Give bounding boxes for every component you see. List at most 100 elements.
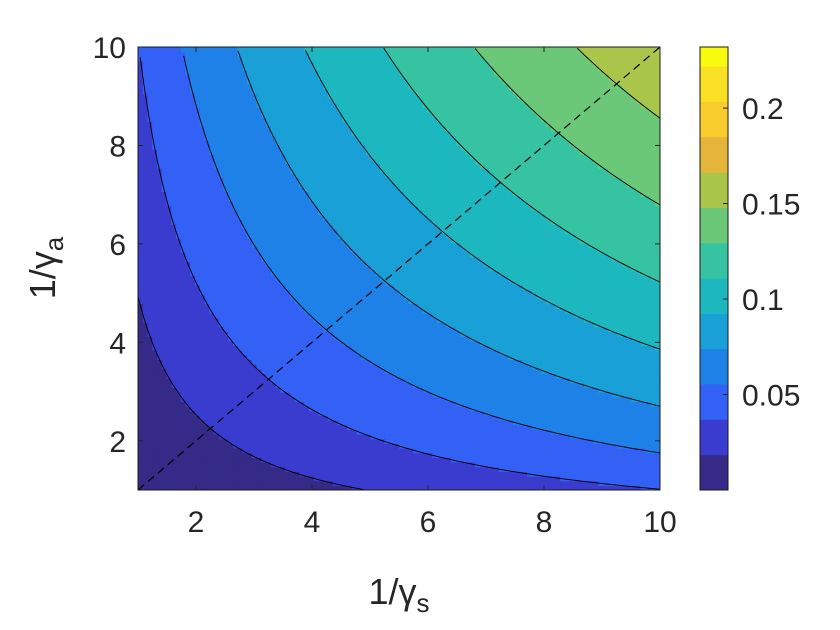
contour-cell <box>223 340 229 347</box>
contour-cell <box>294 163 300 169</box>
contour-cell <box>204 476 210 482</box>
contour-cell <box>365 270 372 277</box>
contour-cell <box>256 70 262 76</box>
contour-cell <box>156 462 163 468</box>
contour-cell <box>142 247 149 253</box>
contour-cell <box>175 378 182 384</box>
contour-cell <box>299 410 305 416</box>
contour-cell <box>313 126 319 132</box>
contour-cell <box>161 228 168 235</box>
contour-cell <box>375 144 381 151</box>
contour-cell <box>190 177 196 183</box>
contour-cell <box>337 336 343 342</box>
contour-cell <box>346 238 353 244</box>
contour-cell <box>332 424 338 430</box>
contour-cell <box>161 261 168 267</box>
contour-cell <box>218 373 225 379</box>
contour-cell <box>247 345 253 351</box>
contour-cell <box>270 140 277 146</box>
contour-cell <box>280 172 286 179</box>
contour-cell <box>294 149 300 155</box>
contour-cell <box>361 88 367 95</box>
contour-cell <box>185 396 191 402</box>
contour-cell <box>299 434 305 440</box>
contour-cell <box>175 149 182 155</box>
contour-cell <box>209 210 215 216</box>
contour-cell <box>185 476 191 482</box>
contour-cell <box>346 224 353 230</box>
contour-cell <box>308 284 315 291</box>
contour-cell <box>280 121 286 127</box>
contour-cell <box>190 56 196 62</box>
contour-cell <box>256 196 262 202</box>
contour-cell <box>318 466 324 472</box>
contour-cell <box>180 387 187 393</box>
contour-cell <box>152 364 158 370</box>
contour-cell <box>190 466 196 472</box>
contour-cell <box>346 378 353 384</box>
contour-cell <box>285 298 291 305</box>
contour-cell <box>242 233 248 239</box>
contour-cell <box>275 331 281 337</box>
contour-cell <box>147 163 153 169</box>
contour-cell <box>256 47 262 53</box>
contour-cell <box>313 331 319 337</box>
contour-cell <box>304 457 310 463</box>
contour-cell <box>313 303 319 309</box>
contour-cell <box>152 434 158 440</box>
contour-cell <box>228 107 234 113</box>
contour-cell <box>356 457 362 463</box>
contour-cell <box>266 424 272 430</box>
contour-cell <box>204 289 210 295</box>
contour-cell <box>256 112 262 118</box>
contour-cell <box>138 410 144 416</box>
contour-cell <box>161 168 168 174</box>
contour-cell <box>237 396 243 402</box>
contour-cell <box>194 224 201 230</box>
contour-cell <box>285 345 291 351</box>
contour-cell <box>289 84 296 90</box>
contour-cell <box>356 382 362 389</box>
contour-cell <box>346 79 353 85</box>
contour-cell <box>318 368 324 375</box>
contour-cell <box>289 308 296 314</box>
contour-cell <box>223 224 229 230</box>
contour-cell <box>304 396 310 402</box>
contour-cell <box>332 336 338 342</box>
contour-cell <box>365 480 372 486</box>
contour-cell <box>152 112 158 118</box>
contour-cell <box>147 219 153 225</box>
contour-cell <box>327 312 334 319</box>
contour-cell <box>138 415 144 421</box>
contour-cell <box>370 88 376 95</box>
contour-cell <box>166 200 172 207</box>
contour-cell <box>313 98 319 104</box>
contour-cell <box>261 452 267 458</box>
contour-cell <box>256 154 262 160</box>
contour-cell <box>204 420 210 426</box>
contour-cell <box>194 387 201 393</box>
contour-cell <box>199 415 206 421</box>
contour-cell <box>261 308 267 314</box>
contour-cell <box>365 443 372 449</box>
contour-cell <box>180 154 187 160</box>
contour-cell <box>313 56 319 62</box>
contour-cell <box>375 47 381 53</box>
contour-cell <box>247 84 253 90</box>
contour-cell <box>351 116 357 123</box>
contour-cell <box>171 308 177 314</box>
contour-cell <box>280 224 286 230</box>
contour-cell <box>375 266 381 272</box>
contour-cell <box>332 98 338 104</box>
contour-cell <box>323 163 329 169</box>
contour-cell <box>147 415 153 421</box>
contour-cell <box>218 275 225 281</box>
contour-cell <box>308 266 315 272</box>
contour-cell <box>242 294 248 300</box>
contour-cell <box>337 387 343 393</box>
contour-cell <box>256 340 262 347</box>
contour-cell <box>280 158 286 165</box>
contour-cell <box>356 373 362 379</box>
contour-cell <box>380 154 386 160</box>
contour-cell <box>213 98 220 104</box>
